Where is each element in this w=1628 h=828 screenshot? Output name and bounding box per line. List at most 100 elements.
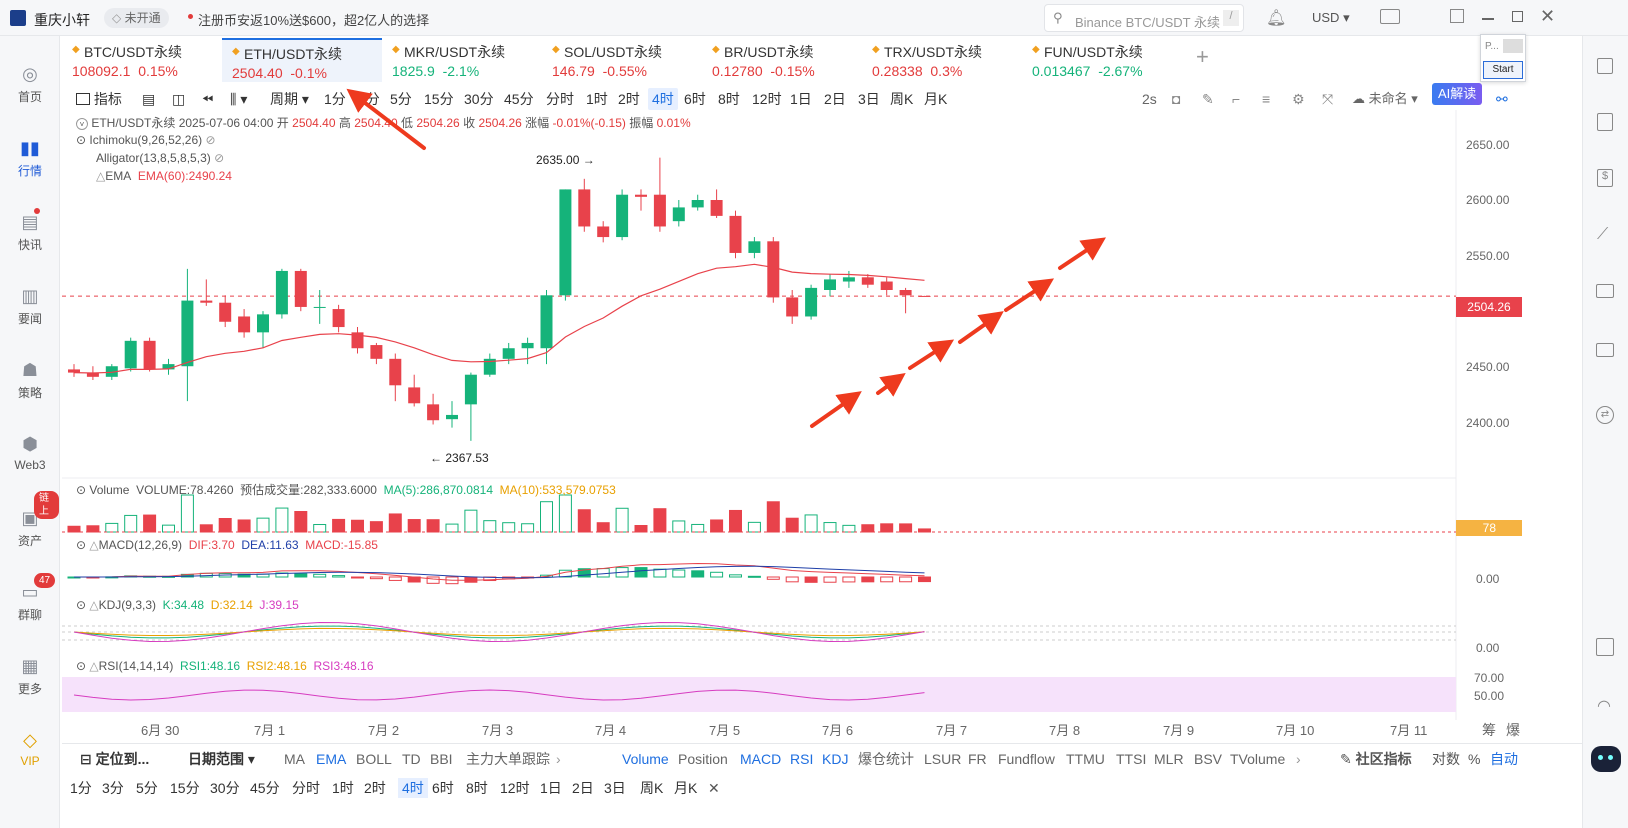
bottom-interval-6[interactable]: 分时 [292,780,320,796]
mini-window-toggle[interactable] [1503,39,1523,53]
chips-button[interactable]: 筹 [1482,722,1496,738]
main-indicator-1[interactable]: EMA [316,751,347,767]
main-indicator-2[interactable]: BOLL [356,751,392,767]
add-tab-icon[interactable]: + [1196,44,1209,69]
calendar-icon[interactable]: ▤ [142,91,156,107]
etf-icon[interactable] [1596,343,1614,357]
close-icon[interactable]: ✕ [1540,6,1556,26]
collapse-icon[interactable]: ⊙ [76,659,87,673]
percent-scale-toggle[interactable]: % [1468,751,1481,767]
interval-0[interactable]: 1分 [324,91,346,107]
bell-icon[interactable]: △ [89,538,99,552]
interval-10[interactable]: 6时 [684,91,706,107]
date-range-select[interactable]: 日期范围 ▾ [188,751,255,767]
collapse-icon[interactable]: ⊙ [76,598,87,612]
search-box[interactable]: ⚲ Binance BTC/USDT 永续 / [1044,4,1244,32]
sub-indicator-13[interactable]: TVolume [1230,751,1286,767]
collapse-icon[interactable]: ˅ [76,118,88,130]
interval-14[interactable]: 2日 [824,91,846,107]
bottom-interval-2[interactable]: 5分 [136,780,158,796]
sub-indicator-4[interactable]: KDJ [822,751,849,767]
interval-17[interactable]: 月K [924,91,948,107]
fullscreen-icon[interactable]: ⤧ [1322,91,1334,107]
interval-16[interactable]: 周K [890,91,914,107]
bottom-interval-14[interactable]: 2日 [572,780,594,796]
bottom-interval-15[interactable]: 3日 [604,780,626,796]
nav-more[interactable]: ▦ 更多 [17,656,42,696]
bottom-interval-1[interactable]: 3分 [102,780,124,796]
document-icon[interactable] [1597,113,1613,131]
dollar-doc-icon[interactable]: $ [1597,169,1613,187]
nav-market[interactable]: ▮▮ 行情 [17,138,42,178]
sub-indicator-2[interactable]: MACD [740,751,782,767]
refresh-interval[interactable]: 2s [1142,91,1157,107]
bottom-interval-10[interactable]: 6时 [432,780,454,796]
bottom-interval-17[interactable]: 月K [674,780,698,796]
hidden-eye-icon[interactable]: ⊘ [214,151,225,165]
trend-icon[interactable]: ⟋ [1597,226,1609,243]
bottom-interval-9[interactable]: 4时 [398,778,428,798]
layout-name-select[interactable]: ☁ 未命名 ▾ [1352,91,1418,106]
layout-icon[interactable]: ◫ [172,91,186,107]
sub-indicator-6[interactable]: LSUR [924,751,962,767]
bottom-interval-0[interactable]: 1分 [70,780,92,796]
interval-5[interactable]: 45分 [504,91,534,107]
collapse-icon[interactable]: ⊙ [76,538,87,552]
list-icon[interactable]: ≡ [1262,91,1271,107]
chevron-right-icon[interactable]: › [556,751,561,767]
exchange-icon[interactable]: ⇄ [1596,406,1614,424]
candlestick-chart[interactable] [62,110,1532,722]
sub-indicator-7[interactable]: FR [968,751,987,767]
status-badge[interactable]: ◇ 未开通 [104,8,169,28]
tab-fun[interactable]: ◆ FUN/USDT永续 0.013467 -2.67% [1032,44,1143,79]
auto-scale-toggle[interactable]: 自动 [1490,751,1518,767]
interval-3[interactable]: 15分 [424,91,454,107]
headset-icon[interactable]: ◠ [1597,698,1611,715]
layout-panel-icon[interactable] [1596,638,1614,656]
sub-indicator-5[interactable]: 爆仓统计 [858,751,914,767]
sub-indicator-9[interactable]: TTMU [1066,751,1105,767]
interval-13[interactable]: 1日 [790,91,812,107]
tab-btc[interactable]: ◆ BTC/USDT永续 108092.1 0.15% [72,44,182,79]
chevron-right-icon[interactable]: › [1296,751,1301,767]
interval-8[interactable]: 2时 [618,91,640,107]
bottom-interval-13[interactable]: 1日 [540,780,562,796]
mini-window[interactable]: P... Start [1480,34,1526,82]
share-icon[interactable]: ⚯ [1496,91,1508,107]
bottom-interval-16[interactable]: 周K [640,780,664,796]
interval-15[interactable]: 3日 [858,91,880,107]
bell-icon[interactable]: 🔔︎ [1266,10,1287,27]
nav-flash[interactable]: ▤ 快讯 [17,212,42,252]
nav-headlines[interactable]: ▥ 要闻 [17,286,42,326]
interval-1[interactable]: 3分 [358,91,380,107]
rewind-icon[interactable]: ⏪︎ [202,91,214,107]
nav-web3[interactable]: ⬢ Web3 [14,434,46,472]
promo-link[interactable]: 注册币安返10%送$600，超2亿人的选择 [198,13,430,28]
panel-toggle-icon[interactable] [1597,58,1613,74]
sub-indicator-1[interactable]: Position [678,751,728,767]
sub-indicator-8[interactable]: Fundflow [998,751,1055,767]
interval-2[interactable]: 5分 [390,91,412,107]
main-indicator-3[interactable]: TD [402,751,421,767]
sub-indicator-0[interactable]: Volume [622,751,669,767]
main-indicator-0[interactable]: MA [284,751,305,767]
bottom-interval-4[interactable]: 30分 [210,780,240,796]
interval-9[interactable]: 4时 [648,88,678,110]
sub-indicator-11[interactable]: MLR [1154,751,1184,767]
interval-11[interactable]: 8时 [718,91,740,107]
currency-select[interactable]: USD ▾ [1312,10,1350,25]
search-input[interactable]: Binance BTC/USDT 永续 [1075,15,1220,30]
bottom-interval-5[interactable]: 45分 [250,780,280,796]
bottom-interval-8[interactable]: 2时 [364,780,386,796]
period-select[interactable]: 周期 ▾ [270,91,309,107]
hidden-eye-icon[interactable]: ⊘ [205,133,216,147]
locate-button[interactable]: ⊟ 定位到... [80,751,150,767]
bottom-interval-7[interactable]: 1时 [332,780,354,796]
liquidation-button[interactable]: 爆 [1506,722,1520,738]
bell-icon[interactable]: △ [89,598,99,612]
close-intervals-icon[interactable]: ✕ [708,780,720,796]
monitor-chart-icon[interactable] [1596,284,1614,298]
community-indicator-button[interactable]: ✎ 社区指标 [1340,751,1412,767]
indicator-button[interactable]: 指标 [72,88,126,110]
interval-7[interactable]: 1时 [586,91,608,107]
